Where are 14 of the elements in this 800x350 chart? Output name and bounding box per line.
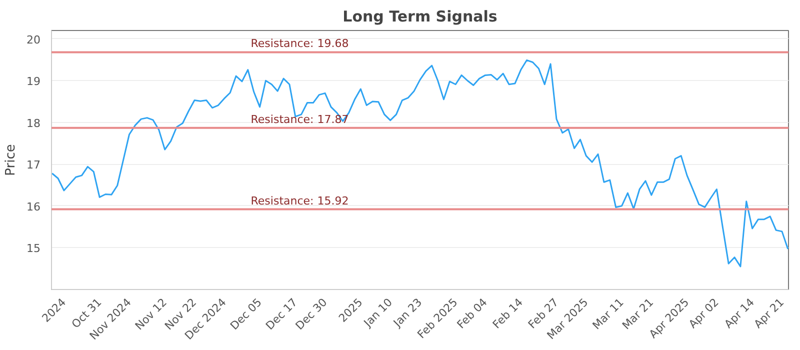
y-axis-title: Price	[4, 144, 19, 176]
y-tick-label: 19	[26, 75, 41, 88]
y-tick-label: 15	[26, 242, 41, 256]
y-tick-label: 18	[26, 116, 41, 130]
x-tick-label: Jan 10	[360, 296, 395, 330]
ref-line-label: Resistance: 19.68	[250, 37, 349, 50]
line-series	[52, 59, 788, 268]
y-tick-label: 16	[26, 200, 41, 214]
x-tick-label: Dec 05	[228, 296, 264, 333]
y-tick-label: 17	[26, 158, 41, 172]
chart-title: Long Term Signals	[342, 8, 498, 26]
y-tick-label: 20	[26, 33, 41, 46]
ref-line-label: Resistance: 15.92	[250, 194, 349, 208]
x-tick-label: Feb 14	[490, 296, 526, 332]
